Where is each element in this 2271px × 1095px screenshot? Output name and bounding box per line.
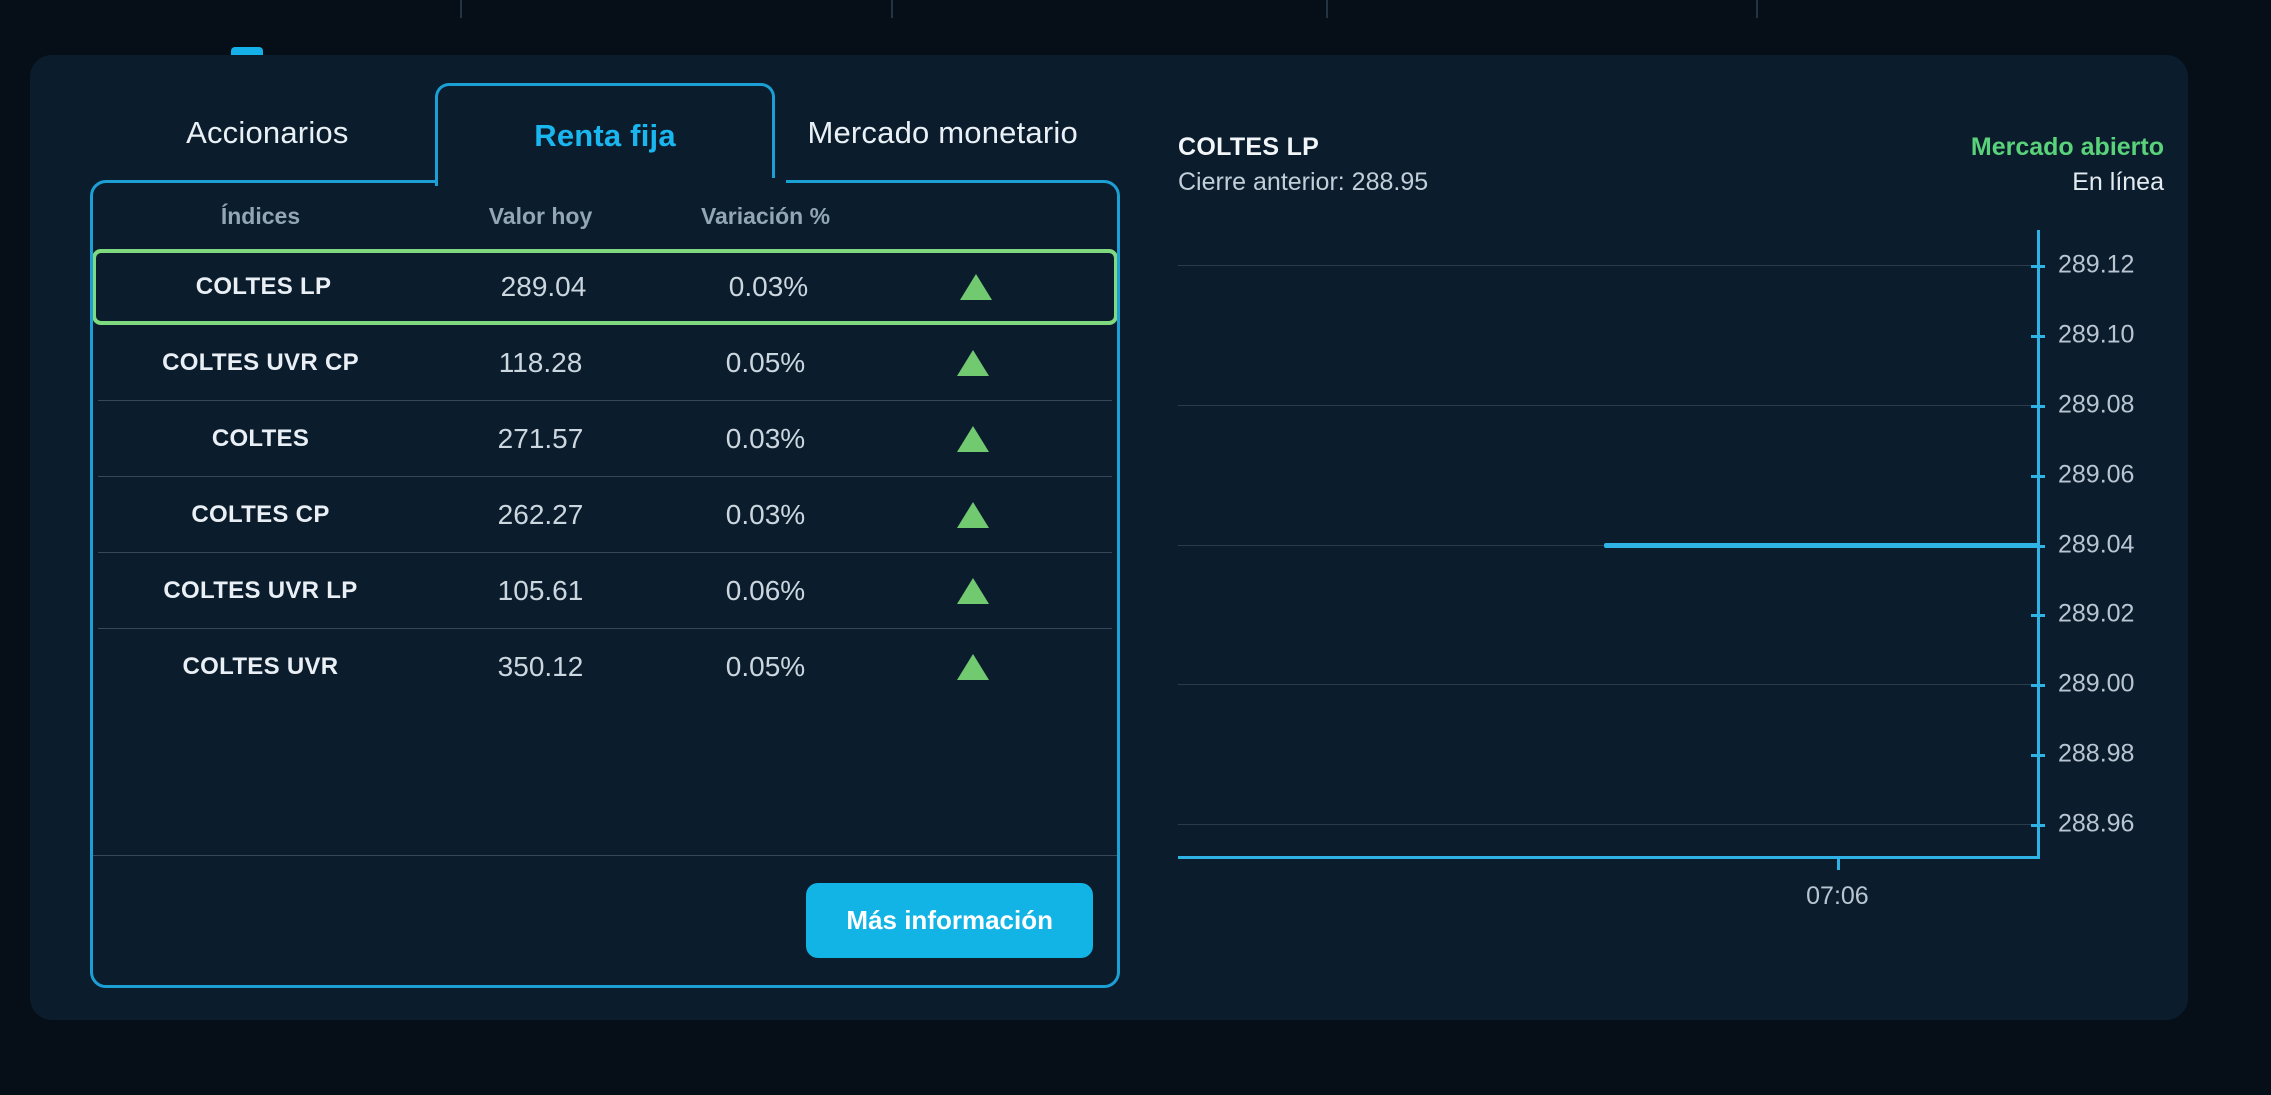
y-axis-tick-label: 289.02	[2058, 599, 2135, 628]
table-footer: Más información	[93, 855, 1117, 985]
row-divider	[98, 400, 1112, 401]
tab-accionarios[interactable]: Accionarios	[100, 83, 435, 183]
row-trend	[878, 577, 1068, 604]
y-axis-tick-label: 289.08	[2058, 390, 2135, 419]
gridline	[1178, 264, 2038, 266]
tab-accionarios-label: Accionarios	[186, 115, 349, 150]
row-name: COLTES	[211, 424, 310, 452]
row-value: 118.28	[498, 346, 583, 378]
x-axis-tick-label: 07:06	[1806, 882, 1869, 910]
row-variation: 0.06%	[725, 574, 806, 606]
tab-renta-fija-label: Renta fija	[534, 118, 676, 153]
y-axis-tick-label: 289.06	[2058, 460, 2135, 489]
y-axis-line	[2037, 230, 2040, 859]
nav-divider	[460, 0, 462, 18]
row-value: 105.61	[497, 574, 584, 606]
row-trend	[878, 349, 1068, 376]
header-valor-hoy: Valor hoy	[488, 202, 593, 229]
tab-renta-fija[interactable]: Renta fija	[434, 83, 776, 186]
price-chart: 289.12 289.10 289.08 289.06 289.04 289.02 289.…	[1178, 230, 2188, 930]
chart-previous-close: Cierre anterior: 288.95	[1178, 168, 1429, 196]
table-row[interactable]: COLTES 271.57 0.03%	[93, 401, 1117, 476]
row-variation: 0.05%	[725, 346, 806, 378]
header-variacion: Variación %	[700, 202, 831, 229]
row-name: COLTES CP	[191, 500, 330, 528]
row-divider	[98, 628, 1112, 629]
table-header-row: Índices Valor hoy Variación %	[93, 183, 1117, 249]
indices-pane: Accionarios Renta fija Mercado monetario…	[70, 55, 1135, 1020]
market-status-badge: Mercado abierto	[1970, 133, 2164, 161]
row-trend	[878, 425, 1068, 452]
table-row[interactable]: COLTES UVR CP 118.28 0.05%	[93, 325, 1117, 400]
row-value: 271.57	[497, 422, 584, 454]
row-variation: 0.03%	[725, 422, 806, 454]
mas-informacion-button[interactable]: Más información	[806, 883, 1093, 958]
table-row[interactable]: COLTES UVR LP 105.61 0.06%	[93, 553, 1117, 628]
tab-bar: Accionarios Renta fija Mercado monetario	[100, 83, 1110, 186]
table-row[interactable]: COLTES UVR 350.12 0.05%	[93, 629, 1117, 704]
row-trend	[878, 501, 1068, 528]
row-value: 289.04	[500, 271, 587, 302]
y-axis-tick-label: 289.04	[2058, 530, 2135, 558]
live-label: En línea	[2072, 168, 2164, 196]
trend-up-icon	[957, 425, 989, 452]
trend-up-icon	[957, 501, 989, 528]
nav-divider	[891, 0, 893, 18]
row-trend	[881, 274, 1071, 300]
row-name: COLTES LP	[195, 273, 332, 300]
y-axis-tick-label: 289.10	[2058, 320, 2135, 349]
nav-divider	[1326, 0, 1328, 18]
y-axis-tick-label: 288.98	[2058, 739, 2135, 768]
indices-rows: COLTES LP 289.04 0.03% COLTES UVR CP 118…	[93, 249, 1117, 704]
trend-up-icon	[960, 274, 992, 300]
gridline	[1178, 404, 2038, 406]
trend-up-icon	[957, 577, 989, 604]
row-name: COLTES UVR LP	[163, 576, 358, 604]
row-value: 350.12	[497, 650, 584, 682]
row-variation: 0.03%	[725, 498, 806, 530]
x-axis-tick	[1837, 856, 1841, 870]
header-indices: Índices	[220, 202, 301, 229]
trend-up-icon	[957, 349, 989, 376]
indices-table-panel: Índices Valor hoy Variación % COLTES LP …	[90, 180, 1120, 988]
row-divider	[98, 552, 1112, 553]
table-row[interactable]: COLTES LP 289.04 0.03%	[93, 249, 1117, 325]
nav-divider	[1756, 0, 1758, 18]
y-axis-tick-label: 288.96	[2058, 809, 2135, 838]
row-value: 262.27	[497, 498, 584, 530]
market-widget-card: Accionarios Renta fija Mercado monetario…	[30, 55, 2188, 1020]
gridline	[1178, 824, 2038, 826]
row-name: COLTES UVR CP	[162, 348, 359, 376]
chart-header: COLTES LP Cierre anterior: 288.95 Mercad…	[1178, 133, 2164, 213]
chart-pane: COLTES LP Cierre anterior: 288.95 Mercad…	[1145, 55, 2188, 1020]
y-axis-tick-label: 289.12	[2058, 250, 2135, 279]
tab-mercado-monetario[interactable]: Mercado monetario	[775, 83, 1110, 183]
trend-up-icon	[957, 653, 989, 680]
tab-panel-merge	[446, 178, 786, 186]
table-row[interactable]: COLTES CP 262.27 0.03%	[93, 477, 1117, 552]
row-divider	[98, 476, 1112, 477]
series-line	[1604, 542, 2040, 548]
gridline	[1178, 684, 2038, 686]
chart-title: COLTES LP	[1178, 133, 1320, 161]
row-variation: 0.05%	[725, 650, 806, 682]
row-variation: 0.03%	[728, 271, 809, 302]
row-trend	[878, 653, 1068, 680]
active-nav-indicator	[231, 47, 263, 58]
tab-mercado-monetario-label: Mercado monetario	[807, 115, 1078, 150]
row-name: COLTES UVR	[182, 652, 339, 680]
x-axis-line	[1178, 856, 2040, 859]
y-axis-tick-label: 289.00	[2058, 669, 2135, 698]
